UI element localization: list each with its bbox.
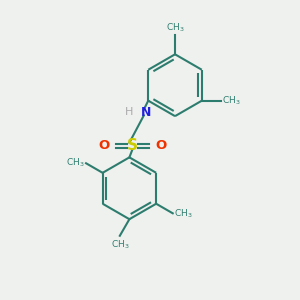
Text: O: O <box>98 139 110 152</box>
Text: N: N <box>141 106 151 119</box>
Text: CH$_3$: CH$_3$ <box>110 238 129 250</box>
Text: CH$_3$: CH$_3$ <box>222 94 241 107</box>
Text: O: O <box>155 139 167 152</box>
Text: CH$_3$: CH$_3$ <box>174 207 193 220</box>
Text: H: H <box>125 107 134 118</box>
Text: CH$_3$: CH$_3$ <box>66 157 85 169</box>
Text: S: S <box>127 138 138 153</box>
Text: CH$_3$: CH$_3$ <box>166 21 184 34</box>
